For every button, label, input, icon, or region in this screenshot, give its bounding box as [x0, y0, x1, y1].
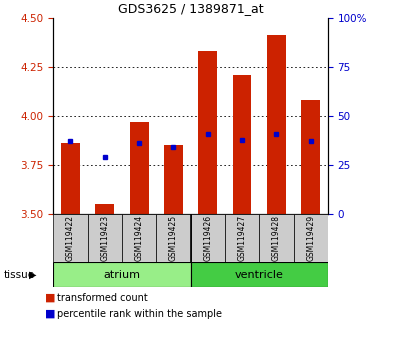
Text: GSM119423: GSM119423: [100, 215, 109, 261]
Text: transformed count: transformed count: [57, 293, 148, 303]
Text: atrium: atrium: [103, 270, 141, 280]
Text: GSM119422: GSM119422: [66, 215, 75, 261]
Bar: [267, 35, 286, 214]
Bar: [53, 214, 88, 262]
Bar: [95, 204, 114, 214]
Bar: [225, 214, 259, 262]
Bar: [233, 75, 252, 214]
Bar: [130, 122, 149, 214]
Bar: [293, 214, 328, 262]
Text: GSM119425: GSM119425: [169, 215, 178, 261]
Bar: [198, 51, 217, 214]
Text: ventricle: ventricle: [235, 270, 284, 280]
Text: percentile rank within the sample: percentile rank within the sample: [57, 309, 222, 319]
Bar: [190, 214, 225, 262]
Bar: [53, 262, 190, 287]
Text: GSM119427: GSM119427: [237, 215, 246, 261]
Bar: [301, 100, 320, 214]
Text: GSM119429: GSM119429: [306, 215, 315, 261]
Bar: [190, 262, 328, 287]
Text: GSM119428: GSM119428: [272, 215, 281, 261]
Bar: [61, 143, 80, 214]
Text: GSM119424: GSM119424: [135, 215, 144, 261]
Text: ■: ■: [45, 309, 56, 319]
Text: tissue: tissue: [4, 270, 35, 280]
Bar: [259, 214, 293, 262]
Text: GSM119426: GSM119426: [203, 215, 212, 261]
Bar: [88, 214, 122, 262]
Title: GDS3625 / 1389871_at: GDS3625 / 1389871_at: [118, 2, 263, 15]
Text: ▶: ▶: [29, 270, 36, 280]
Bar: [122, 214, 156, 262]
Bar: [164, 145, 183, 214]
Text: ■: ■: [45, 293, 56, 303]
Bar: [156, 214, 190, 262]
